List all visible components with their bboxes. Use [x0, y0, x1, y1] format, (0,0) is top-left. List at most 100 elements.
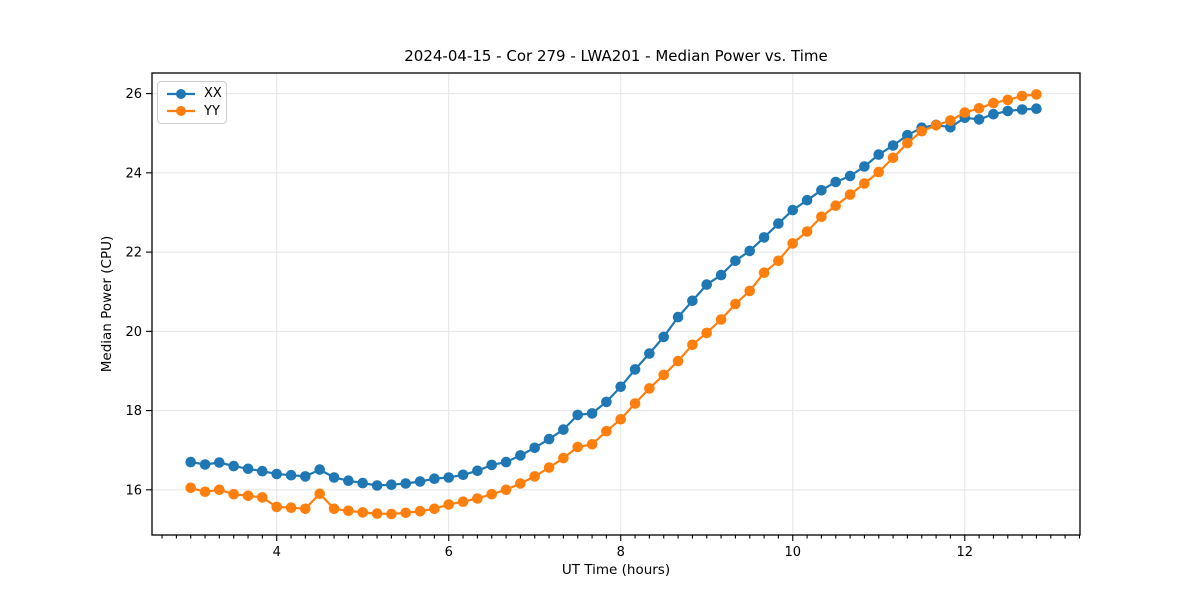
data-point-marker: [816, 185, 827, 196]
x-tick-label: 12: [956, 545, 973, 560]
data-point-marker: [285, 502, 297, 513]
legend-line-marker-icon: [167, 88, 195, 99]
data-point-marker: [429, 503, 440, 515]
data-point-marker: [945, 115, 956, 126]
data-point-marker: [515, 450, 526, 461]
data-point-marker: [371, 508, 383, 519]
data-point-marker: [343, 475, 354, 487]
data-point-marker: [429, 473, 440, 485]
data-point-marker: [1002, 105, 1014, 117]
data-point-marker: [257, 492, 268, 503]
data-point-marker: [601, 425, 612, 437]
y-tick-label: 22: [125, 246, 142, 261]
data-point-marker: [1016, 104, 1028, 115]
y-axis-label: Median Power (CPU): [99, 235, 115, 373]
data-point-marker: [844, 170, 856, 182]
data-point-marker: [443, 472, 455, 483]
data-point-marker: [715, 314, 727, 325]
legend-label-yy: YY: [204, 103, 220, 119]
grid: [152, 73, 1080, 535]
data-point-marker: [214, 457, 225, 468]
data-point-marker: [371, 480, 383, 491]
data-point-marker: [672, 355, 684, 367]
data-point-marker: [615, 381, 626, 393]
data-point-marker: [873, 149, 884, 160]
data-point-marker: [529, 442, 540, 454]
data-point-marker: [701, 279, 712, 290]
data-point-marker: [973, 114, 985, 125]
data-point-marker: [1031, 103, 1042, 114]
legend-item-yy: YY: [165, 103, 220, 119]
x-tick-label: 10: [784, 545, 801, 560]
data-point-marker: [300, 471, 311, 482]
legend-line-marker-icon: [167, 106, 195, 117]
data-point-marker: [515, 478, 526, 489]
y-tick-label: 20: [125, 325, 142, 340]
data-point-marker: [1031, 89, 1042, 100]
data-point-marker: [830, 200, 841, 211]
data-point-marker: [859, 161, 870, 172]
data-point-marker: [658, 369, 669, 381]
data-point-marker: [887, 152, 899, 164]
data-point-marker: [730, 298, 741, 310]
data-point-marker: [457, 496, 469, 508]
data-point-marker: [773, 218, 784, 229]
y-tick-label: 16: [125, 483, 142, 498]
data-point-marker: [199, 459, 211, 470]
y-tick-label: 26: [125, 87, 142, 102]
data-point-marker: [472, 493, 483, 504]
data-point-marker: [973, 103, 985, 114]
legend-label-xx: XX: [204, 86, 222, 102]
data-point-marker: [715, 269, 727, 281]
data-point-marker: [744, 245, 755, 257]
series-yy: [185, 89, 1042, 520]
data-point-marker: [228, 460, 239, 472]
data-point-marker: [558, 424, 569, 435]
data-point-marker: [1016, 90, 1028, 102]
data-point-marker: [787, 238, 798, 249]
data-point-marker: [859, 178, 870, 189]
data-point-marker: [414, 505, 426, 517]
data-point-marker: [328, 472, 340, 483]
x-axis-label: UT Time (hours): [561, 562, 671, 578]
data-point-marker: [572, 409, 583, 421]
data-point-marker: [586, 439, 598, 450]
data-point-marker: [357, 477, 369, 489]
data-point-marker: [902, 137, 913, 149]
data-point-marker: [529, 471, 540, 482]
y-tick-label: 18: [125, 404, 142, 419]
axis-ticks: 4 6 8 10 12 16 18 20 22 24 26: [125, 87, 1080, 560]
data-point-marker: [500, 456, 512, 468]
data-point-marker: [730, 255, 741, 267]
data-point-marker: [285, 469, 297, 481]
data-point-marker: [687, 295, 698, 307]
x-tick-label: 6: [445, 545, 453, 560]
data-point-marker: [844, 189, 856, 200]
data-point-marker: [959, 107, 971, 118]
data-point-marker: [988, 108, 999, 120]
data-point-marker: [1002, 94, 1014, 106]
data-point-marker: [386, 508, 397, 520]
data-point-marker: [214, 484, 225, 496]
data-point-marker: [629, 364, 641, 375]
data-point-marker: [558, 452, 569, 464]
data-point-marker: [916, 125, 927, 137]
data-point-marker: [988, 97, 999, 109]
series-line: [189, 107, 1038, 487]
data-point-marker: [343, 505, 354, 517]
data-point-marker: [629, 398, 641, 409]
data-point-marker: [242, 463, 254, 475]
data-point-marker: [271, 468, 283, 480]
data-point-marker: [400, 507, 412, 519]
data-point-marker: [314, 464, 326, 475]
data-point-marker: [744, 285, 755, 297]
data-point-marker: [586, 408, 598, 419]
data-point-marker: [543, 462, 555, 473]
y-tick-label: 24: [125, 166, 142, 181]
legend-item-xx: XX: [165, 86, 222, 102]
data-point-marker: [930, 120, 942, 131]
data-point-marker: [644, 348, 655, 359]
data-point-marker: [615, 414, 626, 425]
data-point-marker: [357, 507, 369, 518]
